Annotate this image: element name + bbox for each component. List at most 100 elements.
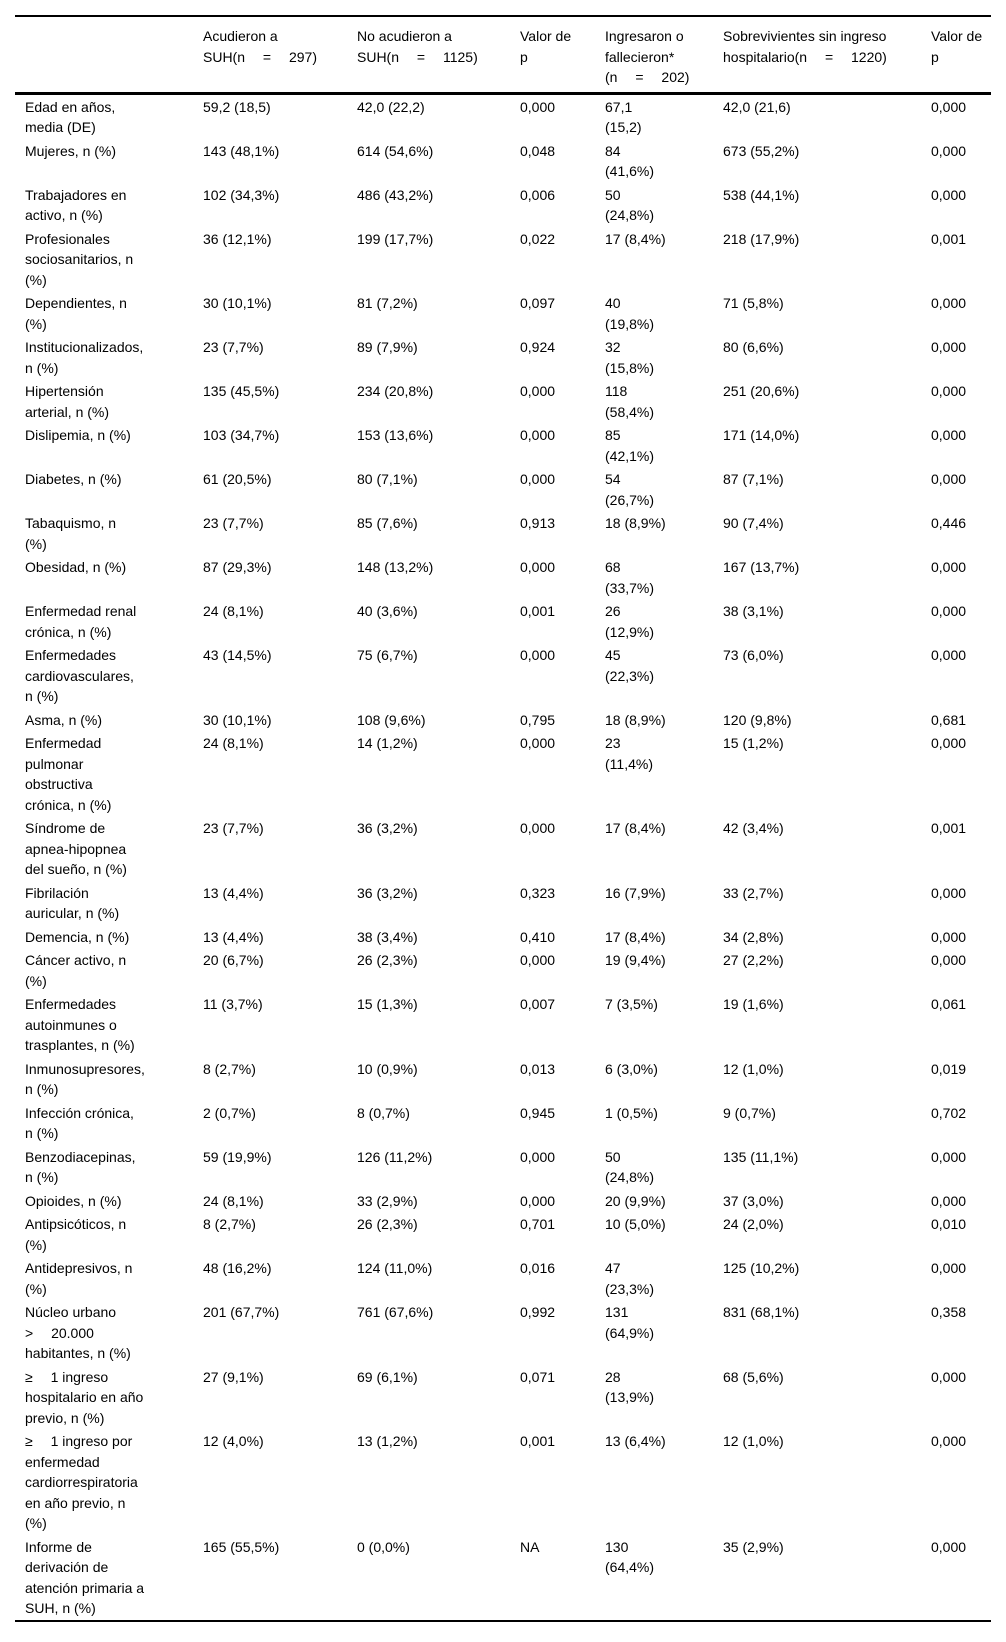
row-label: Asma, n (%) xyxy=(25,711,103,728)
cell: 35 (2,9%) xyxy=(723,1538,784,1555)
cell: 0,701 xyxy=(520,1216,556,1232)
table-row: Diabetes, n (%) 61 (20,5%) 80 (7,1%) 0,000 5… xyxy=(15,467,991,511)
cell: 38 (3,4%) xyxy=(357,928,418,945)
cell: 0,016 xyxy=(520,1260,556,1276)
cell: 42,0 (21,6) xyxy=(723,98,791,115)
cell: 538 (44,1%) xyxy=(723,186,800,203)
cell: 0,019 xyxy=(931,1060,967,1077)
cell: 40 (19,8%) xyxy=(605,295,655,332)
column-header-no-acudieron: No acudieron a SUH(n = 1125) xyxy=(357,28,478,65)
cell: 0,681 xyxy=(931,711,967,728)
cell: 831 (68,1%) xyxy=(723,1304,800,1320)
cell: 0,000 xyxy=(520,383,556,399)
cell: 36 (3,2%) xyxy=(357,884,418,901)
cell: 12 (1,0%) xyxy=(723,1060,784,1077)
cell: 103 (34,7%) xyxy=(203,427,280,443)
cell: 24 (8,1%) xyxy=(203,735,264,751)
cell: 218 (17,9%) xyxy=(723,230,800,247)
cell: 0,001 xyxy=(520,603,556,619)
cell: 27 (9,1%) xyxy=(203,1368,264,1385)
cell: 50 (24,8%) xyxy=(605,1148,655,1186)
cell: 0,000 xyxy=(931,647,967,663)
cell: 6 (3,0%) xyxy=(605,1060,658,1077)
column-header-acudieron: Acudieron a SUH(n = 297) xyxy=(203,28,317,65)
row-label: ≥ 1 ingreso por enfermedad cardiorrespir… xyxy=(25,1433,138,1531)
row-label: ≥ 1 ingreso hospitalario en año previo, … xyxy=(25,1368,144,1426)
cell: 45 (22,3%) xyxy=(605,647,655,684)
cell: 0,000 xyxy=(931,928,967,945)
cell: 0,000 xyxy=(520,1192,556,1209)
cell: 9 (0,7%) xyxy=(723,1104,776,1121)
cell: 0,000 xyxy=(520,427,556,443)
cell: 0,000 xyxy=(931,1368,967,1385)
cell: 0,001 xyxy=(520,1433,556,1449)
table-row: Edad en años, media (DE) 59,2 (18,5) 42,0 … xyxy=(15,95,991,139)
table-row: ≥ 1 ingreso por enfermedad cardiorrespir… xyxy=(15,1429,991,1535)
cell: 14 (1,2%) xyxy=(357,735,418,751)
table-row: Tabaquismo, n (%) 23 (7,7%) 85 (7,6%) 0,913… xyxy=(15,511,991,555)
cell: 0,410 xyxy=(520,928,556,945)
cell: 234 (20,8%) xyxy=(357,383,434,399)
cell: 19 (1,6%) xyxy=(723,996,784,1012)
cell: 761 (67,6%) xyxy=(357,1304,434,1320)
cell: 43 (14,5%) xyxy=(203,647,272,663)
cell: 7 (3,5%) xyxy=(605,996,658,1012)
table-body: Edad en años, media (DE) 59,2 (18,5) 42,0 … xyxy=(15,95,991,1620)
cell: 0,000 xyxy=(520,98,556,115)
cell: 61 (20,5%) xyxy=(203,471,272,487)
cell: 26 (12,9%) xyxy=(605,603,655,640)
cell: 0,007 xyxy=(520,996,556,1012)
cell: 87 (7,1%) xyxy=(723,471,784,487)
cell: 199 (17,7%) xyxy=(357,230,434,247)
table-row: Antidepresivos, n (%) 48 (16,2%) 124 (11,0… xyxy=(15,1256,991,1300)
cell: 68 (33,7%) xyxy=(605,559,655,596)
table-row: Enfermedad renal crónica, n (%) 24 (8,1%)… xyxy=(15,599,991,643)
cell: 18 (8,9%) xyxy=(605,711,666,728)
cell: 18 (8,9%) xyxy=(605,515,666,531)
cell: 36 (3,2%) xyxy=(357,820,418,836)
cell: 1 (0,5%) xyxy=(605,1104,658,1121)
row-label: Opioides, n (%) xyxy=(25,1192,122,1209)
cell: 167 (13,7%) xyxy=(723,559,800,575)
cell: 68 (5,6%) xyxy=(723,1368,784,1385)
cell: 23 (11,4%) xyxy=(605,735,653,772)
cell: 135 (11,1%) xyxy=(723,1148,799,1165)
column-header-sobrevivientes: Sobrevivientes sin ingreso hospitalario(… xyxy=(723,28,887,65)
cell: 0,795 xyxy=(520,711,556,728)
cell: 54 (26,7%) xyxy=(605,471,655,508)
cell: 102 (34,3%) xyxy=(203,186,280,203)
table-row: Opioides, n (%) 24 (8,1%) 33 (2,9%) 0,000 20… xyxy=(15,1189,991,1213)
cell: 10 (0,9%) xyxy=(357,1060,418,1077)
row-label: Demencia, n (%) xyxy=(25,928,130,945)
cell: 73 (6,0%) xyxy=(723,647,784,663)
cell: NA xyxy=(520,1538,540,1555)
cell: 33 (2,7%) xyxy=(723,884,784,901)
table-row: Enfermedades autoinmunes o trasplantes, … xyxy=(15,992,991,1057)
cell: 0,000 xyxy=(520,647,556,663)
cell: 125 (10,2%) xyxy=(723,1260,800,1276)
table-row: Institucionalizados, n (%) 23 (7,7%) 89 (7… xyxy=(15,335,991,379)
table-row: Fibrilación auricular, n (%) 13 (4,4%) 36 … xyxy=(15,881,991,925)
cell: 24 (2,0%) xyxy=(723,1216,784,1232)
cell: 171 (14,0%) xyxy=(723,427,800,443)
row-label: Institucionalizados, n (%) xyxy=(25,339,144,376)
row-label: Trabajadores en activo, n (%) xyxy=(25,186,127,224)
column-header-valor-p-2: Valor de p xyxy=(931,28,983,65)
cell: 90 (7,4%) xyxy=(723,515,784,531)
cell: 126 (11,2%) xyxy=(357,1148,433,1165)
cell: 34 (2,8%) xyxy=(723,928,784,945)
cell: 0,913 xyxy=(520,515,556,531)
cell: 0,000 xyxy=(931,1192,967,1209)
cell: 0,000 xyxy=(931,1260,967,1276)
table-row: Dependientes, n (%) 30 (10,1%) 81 (7,2%) 0,… xyxy=(15,291,991,335)
table-row: Inmunosupresores, n (%) 8 (2,7%) 10 (0,9%)… xyxy=(15,1057,991,1101)
cell: 17 (8,4%) xyxy=(605,820,666,836)
cell: 0,048 xyxy=(520,142,556,159)
row-label: Informe de derivación de atención primar… xyxy=(25,1538,145,1617)
cell: 0,992 xyxy=(520,1304,556,1320)
cell: 19 (9,4%) xyxy=(605,952,666,968)
cell: 47 (23,3%) xyxy=(605,1260,655,1297)
cell: 124 (11,0%) xyxy=(357,1260,433,1276)
cell: 20 (6,7%) xyxy=(203,952,264,968)
cell: 23 (7,7%) xyxy=(203,339,264,355)
